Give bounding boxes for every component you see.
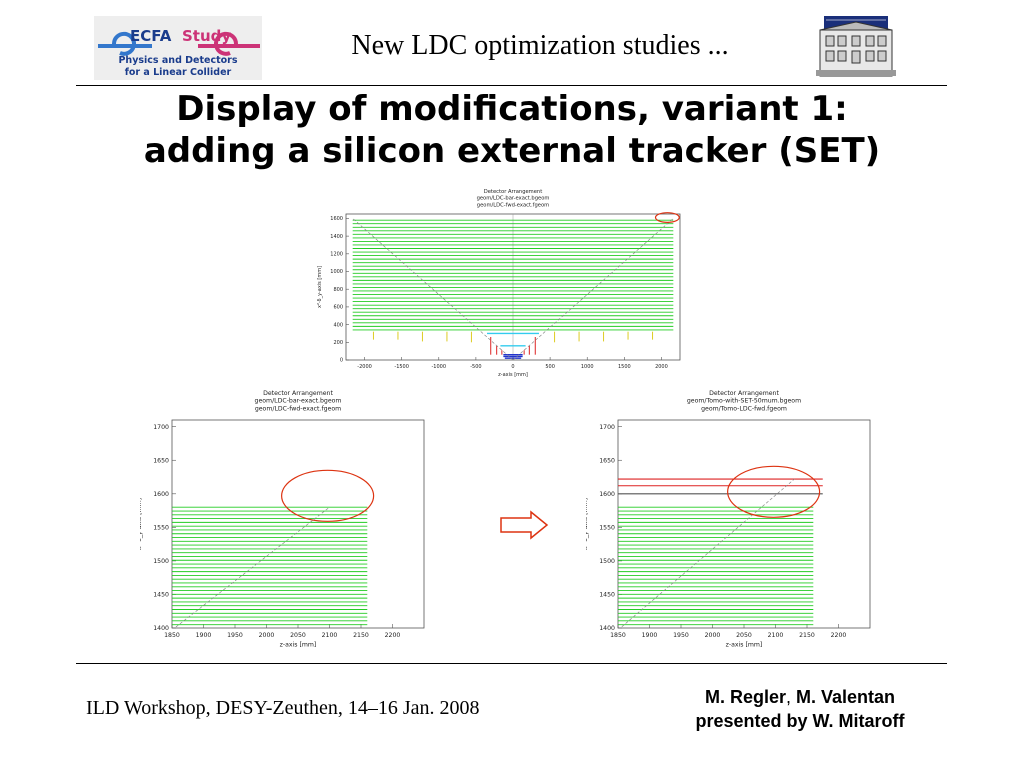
- track-guide-line: [512, 218, 674, 360]
- header-divider: [76, 85, 947, 86]
- y-tick-label: 1550: [153, 524, 169, 531]
- y-tick-label: 800: [333, 287, 343, 293]
- x-tick-label: 1900: [196, 632, 212, 639]
- author-separator: ,: [785, 687, 791, 707]
- x-tick-label: 2000: [259, 632, 275, 639]
- chart-title-line: Detector Arrangement: [263, 390, 333, 397]
- y-tick-label: 1200: [330, 251, 343, 257]
- x-tick-label: -500: [470, 364, 481, 370]
- svg-text:for a Linear Collider: for a Linear Collider: [125, 67, 232, 78]
- chart-title-line: geom/LDC-bar-exact.bgeom: [255, 398, 342, 405]
- y-tick-label: 200: [333, 340, 343, 346]
- y-tick-label: 1650: [599, 457, 615, 464]
- right-arrow-outline-icon: [499, 510, 551, 540]
- x-tick-label: 1950: [227, 632, 243, 639]
- x-tick-label: 1850: [164, 632, 180, 639]
- chart-title-line: geom/LDC-fwd-exact.fgeom: [255, 405, 341, 412]
- chart-title-line: geom/LDC-fwd-exact.fgeom: [477, 202, 549, 208]
- highlight-ellipse: [654, 212, 680, 224]
- x-tick-label: -2000: [357, 364, 372, 370]
- y-tick-label: 1600: [153, 491, 169, 498]
- track-guide-line: [352, 218, 514, 360]
- highlight-ellipse: [281, 469, 375, 522]
- x-tick-label: 2150: [799, 632, 815, 639]
- svg-text:Physics and Detectors: Physics and Detectors: [118, 55, 237, 66]
- x-axis-label: z-axis [mm]: [726, 641, 763, 648]
- plot-content: [352, 214, 674, 360]
- y-tick-label: 1450: [599, 592, 615, 599]
- y-tick-label: 1650: [153, 457, 169, 464]
- chart-title-line: geom/LDC-bar-exact.bgeom: [477, 196, 550, 202]
- x-tick-label: 2200: [385, 632, 401, 639]
- slide-title-line1: Display of modifications, variant 1:: [176, 89, 848, 129]
- zoom-plot-with-set: Detector Arrangementgeom/Tomo-with-SET-5…: [586, 390, 871, 648]
- x-axis-label: z-axis [mm]: [498, 372, 528, 378]
- y-tick-label: 1500: [599, 558, 615, 565]
- x-tick-label: 1900: [642, 632, 658, 639]
- x-tick-label: 1950: [673, 632, 689, 639]
- x-tick-label: 2000: [705, 632, 721, 639]
- y-tick-label: 1700: [153, 424, 169, 431]
- y-tick-label: 1400: [599, 625, 615, 632]
- chart-title-line: Detector Arrangement: [709, 390, 779, 397]
- x-tick-label: 2150: [353, 632, 369, 639]
- y-axis-label: x²·δ_y-axis [mm]: [140, 498, 143, 550]
- highlight-ellipse: [727, 465, 821, 518]
- y-tick-label: 400: [333, 322, 343, 328]
- header-title: New LDC optimization studies ...: [351, 30, 729, 61]
- ecfa-study-logo: ECFA Study Physics and Detectors for a L…: [94, 16, 262, 80]
- chart-title-line: geom/Tomo-with-SET-50mum.bgeom: [687, 398, 801, 405]
- svg-text:ECFA: ECFA: [130, 27, 172, 45]
- y-axis-label: x²·δ_y-axis [mm]: [586, 498, 589, 550]
- y-tick-label: 1400: [153, 625, 169, 632]
- slide-title-line2: adding a silicon external tracker (SET): [143, 131, 881, 171]
- x-tick-label: -1000: [432, 364, 447, 370]
- x-axis-label: z-axis [mm]: [280, 641, 317, 648]
- y-tick-label: 1700: [599, 424, 615, 431]
- y-tick-label: 1500: [153, 558, 169, 565]
- x-tick-label: -1500: [394, 364, 409, 370]
- author-regler: M. Regler: [704, 687, 786, 707]
- y-axis-label: x²·δ_y-axis [mm]: [317, 266, 323, 308]
- track-guide-line: [619, 478, 795, 628]
- x-tick-label: 1850: [610, 632, 626, 639]
- x-tick-label: 2050: [290, 632, 306, 639]
- chart-title-line: geom/Tomo-LDC-fwd.fgeom: [701, 405, 787, 412]
- y-tick-label: 1600: [330, 216, 343, 222]
- x-tick-label: 2050: [736, 632, 752, 639]
- svg-text:Study: Study: [182, 27, 231, 45]
- x-tick-label: 2100: [768, 632, 784, 639]
- overview-detector-plot: Detector Arrangementgeom/LDC-bar-exact.b…: [317, 189, 681, 378]
- x-tick-label: 500: [545, 364, 555, 370]
- author-valentan: M. Valentan: [791, 687, 896, 707]
- institute-building-logo: [812, 16, 900, 78]
- plot-content: [172, 506, 368, 628]
- presenter: presented by W. Mitaroff: [695, 711, 905, 731]
- plot-content: [618, 478, 823, 628]
- footer-event: ILD Workshop, DESY-Zeuthen, 14–16 Jan. 2…: [86, 697, 480, 719]
- zoom-plot-without-set: Detector Arrangementgeom/LDC-bar-exact.b…: [140, 390, 425, 648]
- y-tick-label: 1600: [599, 491, 615, 498]
- y-tick-label: 1000: [330, 269, 343, 275]
- x-tick-label: 2200: [831, 632, 847, 639]
- plot-area: [617, 419, 871, 629]
- x-tick-label: 2000: [655, 364, 668, 370]
- y-tick-label: 0: [340, 358, 343, 364]
- x-tick-label: 0: [511, 364, 514, 370]
- x-tick-label: 1000: [581, 364, 594, 370]
- footer-authors: M. Regler, M. Valentan presented by W. M…: [650, 685, 950, 733]
- plot-area: [171, 419, 425, 629]
- y-tick-label: 600: [333, 305, 343, 311]
- y-tick-label: 1450: [153, 592, 169, 599]
- footer-divider: [76, 663, 947, 664]
- y-tick-label: 1550: [599, 524, 615, 531]
- x-tick-label: 2100: [322, 632, 338, 639]
- chart-title-line: Detector Arrangement: [484, 189, 543, 195]
- track-guide-line: [174, 506, 330, 628]
- y-tick-label: 1400: [330, 234, 343, 240]
- slide-title: Display of modifications, variant 1: add…: [40, 88, 984, 172]
- x-tick-label: 1500: [618, 364, 631, 370]
